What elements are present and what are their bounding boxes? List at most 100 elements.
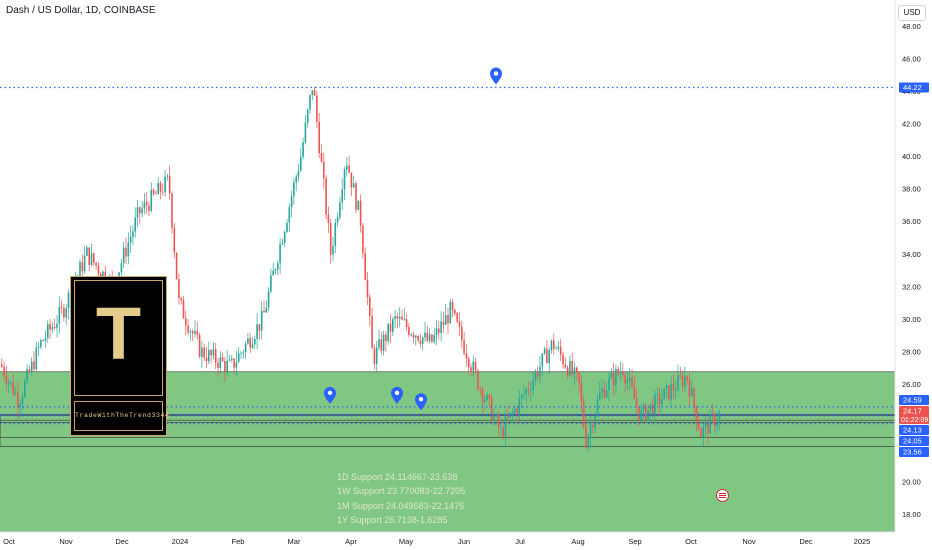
- y-tick-label: 34.00: [902, 250, 921, 259]
- candle-body: [272, 270, 274, 276]
- countdown-label: 01:22:09: [901, 417, 928, 424]
- candle-body: [474, 361, 477, 371]
- price-label: 24.05: [903, 437, 922, 446]
- candle-body: [205, 357, 208, 362]
- candle-body: [42, 340, 44, 341]
- candle-body: [553, 340, 555, 349]
- candle-body: [394, 316, 396, 320]
- price-label: 44.22: [903, 83, 922, 92]
- candle-body: [240, 352, 242, 354]
- candle-body: [267, 291, 270, 308]
- candle-body: [189, 331, 192, 333]
- us-flag-icon[interactable]: [716, 489, 729, 502]
- candle-body: [693, 388, 695, 407]
- candle-body: [210, 350, 212, 356]
- logo-caption: TradeWithTheTrend3344: [74, 401, 169, 431]
- candle-body: [405, 319, 408, 327]
- symbol-title[interactable]: Dash / US Dollar, 1D, COINBASE: [6, 5, 156, 16]
- candle-body: [403, 319, 406, 320]
- candle-body: [578, 372, 580, 383]
- candle-body: [686, 376, 688, 381]
- candle-body: [67, 292, 70, 309]
- candle-body: [270, 275, 272, 292]
- candle-body: [7, 381, 10, 384]
- y-tick-label: 20.00: [902, 478, 921, 487]
- candle-body: [288, 207, 291, 223]
- candle-body: [341, 189, 343, 203]
- candle-body: [463, 340, 465, 354]
- candle-body: [461, 326, 463, 341]
- x-tick-label: Mar: [288, 537, 301, 546]
- candle-body: [237, 353, 240, 363]
- x-tick-label: Sep: [628, 537, 641, 546]
- candle-body: [580, 382, 583, 402]
- candle-body: [139, 207, 141, 214]
- candle-body: [525, 389, 527, 395]
- candle-body: [472, 361, 475, 371]
- candle-body: [201, 347, 203, 357]
- candle-body: [258, 324, 261, 331]
- candle-body: [21, 396, 24, 404]
- candle-body: [433, 335, 435, 342]
- logo-letter: T: [95, 292, 142, 375]
- candle-body: [26, 369, 28, 382]
- candle-body: [191, 331, 194, 334]
- map-pin-dot: [327, 390, 333, 396]
- price-label-box: [899, 425, 929, 435]
- candle-body: [58, 306, 61, 324]
- candle-body: [231, 358, 233, 360]
- candle-body: [456, 313, 458, 322]
- x-tick-label: Nov: [59, 537, 73, 546]
- candle-body: [40, 340, 42, 347]
- candle-body: [486, 395, 488, 401]
- candle-body: [431, 334, 433, 342]
- candle-body: [428, 334, 431, 341]
- map-pin-shape: [415, 393, 427, 411]
- candle-body: [624, 374, 626, 384]
- candle-body: [617, 369, 619, 374]
- candle-body: [649, 404, 652, 410]
- candle-body: [65, 308, 67, 318]
- candle-body: [534, 371, 537, 381]
- candle-body: [79, 262, 81, 276]
- candle-body: [162, 191, 164, 193]
- y-tick-label: 42.00: [902, 120, 921, 129]
- candle-body: [228, 359, 231, 361]
- candle-body: [663, 388, 665, 400]
- map-pin-icon: [415, 393, 427, 411]
- candle-body: [346, 165, 348, 170]
- candle-body: [90, 253, 93, 265]
- candle-body: [640, 410, 642, 420]
- x-tick-label: Jul: [515, 537, 525, 546]
- candle-body: [585, 426, 587, 449]
- candle-body: [152, 189, 155, 194]
- map-pin-shape: [391, 386, 403, 404]
- candle-body: [51, 327, 54, 330]
- candle-body: [610, 373, 613, 379]
- candle-body: [17, 392, 19, 408]
- candle-body: [559, 346, 562, 355]
- candle-body: [484, 400, 486, 402]
- candle-body: [194, 330, 196, 334]
- support-label-1m: 1M Support 24.049583-22.1475: [337, 501, 465, 511]
- y-tick-label: 46.00: [902, 55, 921, 64]
- candle-body: [566, 367, 569, 376]
- candle-body: [605, 390, 608, 398]
- candle-body: [327, 214, 330, 224]
- candle-body: [348, 165, 350, 173]
- y-tick-label: 26.00: [902, 380, 921, 389]
- candle-body: [362, 225, 364, 253]
- candle-body: [175, 252, 178, 280]
- candle-body: [143, 202, 146, 209]
- currency-button[interactable]: USD: [898, 5, 926, 21]
- candle-body: [187, 325, 189, 333]
- candle-body: [208, 350, 210, 362]
- candle-body: [132, 231, 134, 238]
- candle-body: [438, 328, 440, 334]
- x-tick-label: 2024: [172, 537, 189, 546]
- candle-body: [622, 371, 624, 375]
- candle-body: [550, 340, 553, 351]
- candle-body: [134, 217, 136, 232]
- candle-body: [596, 399, 599, 416]
